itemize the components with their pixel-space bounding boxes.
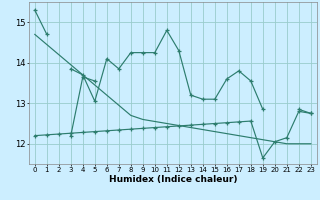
X-axis label: Humidex (Indice chaleur): Humidex (Indice chaleur) [108, 175, 237, 184]
